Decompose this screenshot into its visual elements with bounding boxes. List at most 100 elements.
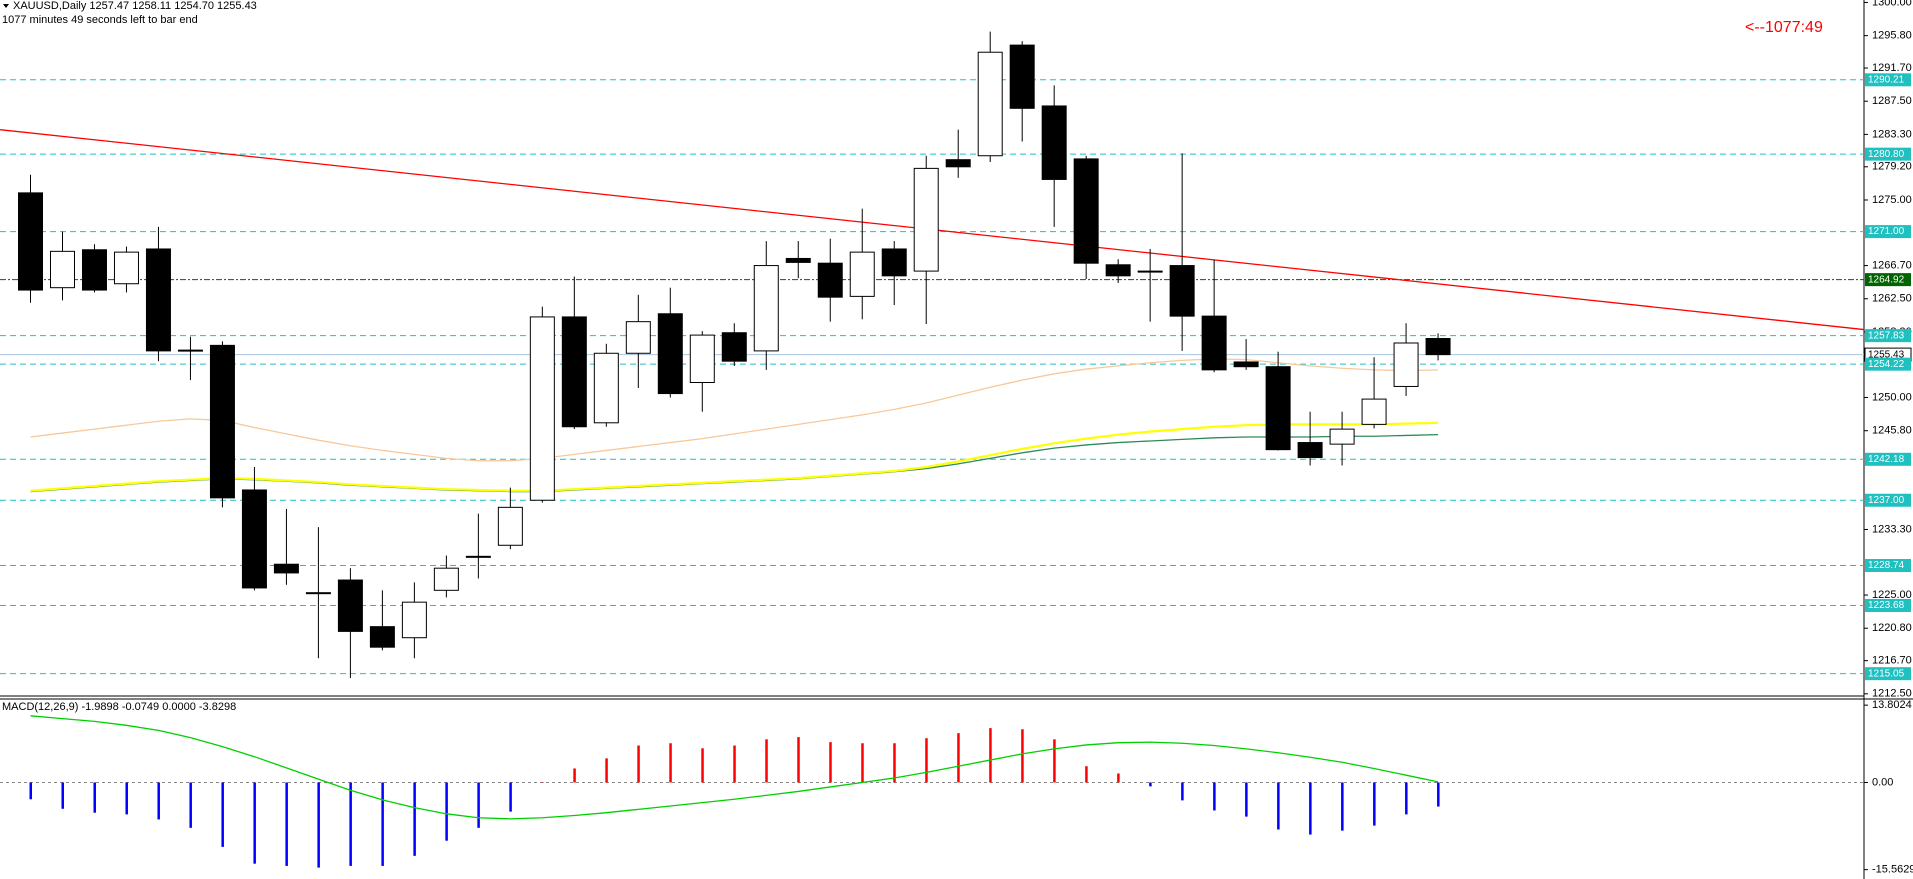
histogram-bar	[477, 782, 480, 828]
candle-body	[401, 601, 427, 639]
histogram-bar	[413, 782, 416, 856]
candle-body	[177, 349, 203, 352]
y-tick-label: 1266.70	[1872, 259, 1912, 271]
candle-body	[1265, 366, 1291, 451]
histogram-bar	[445, 782, 448, 841]
candle-body	[945, 159, 971, 168]
candle-body	[1297, 442, 1323, 459]
y-tick-label: 1295.80	[1872, 30, 1912, 42]
histogram-bar	[1277, 782, 1280, 830]
candle-body	[1233, 361, 1259, 368]
histogram-bar	[29, 782, 32, 800]
y-tick-label: 1245.80	[1872, 425, 1912, 437]
level-label-box	[1865, 73, 1911, 87]
candle-body	[913, 167, 939, 272]
level-label-box	[1865, 667, 1911, 681]
candle-body	[1201, 315, 1227, 371]
indicator-title: MACD(12,26,9) -1.9898 -0.0749 0.0000 -3.…	[2, 701, 236, 713]
histogram-bar	[253, 782, 256, 864]
candle-body	[721, 332, 747, 362]
histogram-bar	[1053, 739, 1056, 783]
histogram-bar	[93, 782, 96, 813]
candle-body	[241, 489, 267, 589]
level-label-box	[1865, 225, 1911, 239]
y-tick-label: 1300.00	[1872, 0, 1912, 8]
candle-body	[81, 249, 107, 291]
level-label: 1264.92	[1868, 274, 1905, 285]
level-label: 1215.05	[1868, 668, 1905, 679]
histogram-bar	[1021, 729, 1024, 783]
y-tick-label: 1291.70	[1872, 62, 1912, 74]
candle-body	[1361, 398, 1387, 425]
candle-body	[18, 192, 43, 291]
candle-body	[817, 262, 843, 298]
level-label-box	[1865, 598, 1911, 612]
candle-body	[465, 555, 491, 558]
countdown: <--1077:49	[1745, 19, 1823, 36]
candle-body	[625, 321, 651, 354]
y-tick-label: 1275.00	[1872, 194, 1912, 206]
level-label-box	[1865, 329, 1911, 343]
histogram-bar	[125, 782, 128, 815]
histogram-bar	[893, 743, 896, 783]
candle-body	[145, 248, 171, 352]
y-tick-label: 13.8024	[1872, 699, 1912, 711]
candle-body	[593, 352, 619, 424]
y-tick-label: -15.5629	[1872, 864, 1913, 876]
histogram-bar	[669, 743, 672, 783]
candle-body	[977, 51, 1003, 157]
histogram-bar	[1405, 782, 1408, 815]
menu-triangle	[3, 4, 9, 8]
histogram-bar	[1437, 782, 1440, 807]
histogram-bar	[541, 782, 544, 783]
candle-body	[497, 506, 523, 546]
histogram-bar	[285, 782, 288, 866]
histogram-bar	[349, 782, 352, 866]
histogram-bar	[1117, 773, 1120, 783]
histogram-bar	[797, 737, 800, 783]
histogram-bar	[957, 733, 960, 783]
y-tick-label: 1250.00	[1872, 391, 1912, 403]
level-label: 1255.43	[1868, 349, 1905, 360]
histogram-bar	[637, 745, 640, 783]
histogram-bar	[765, 739, 768, 783]
histogram-bar	[1309, 782, 1312, 835]
candle-body	[369, 626, 395, 648]
candle-body	[1393, 342, 1419, 387]
histogram-bar	[925, 738, 928, 783]
candle-body	[337, 579, 363, 632]
candle-body	[1169, 265, 1195, 317]
histogram-bar	[1149, 782, 1152, 787]
y-tick-label: 1233.30	[1872, 523, 1912, 535]
candle-body	[689, 334, 715, 384]
histogram-bar	[1245, 782, 1248, 817]
chart-title: XAUUSD,Daily 1257.47 1258.11 1254.70 125…	[13, 0, 257, 12]
candle-body	[657, 313, 683, 395]
candle-body	[1041, 105, 1067, 180]
histogram-bar	[605, 758, 608, 783]
histogram-bar	[509, 782, 512, 812]
histogram-bar	[1341, 782, 1344, 831]
moving-average	[30, 421, 1439, 492]
y-tick-label: 1216.70	[1872, 655, 1912, 667]
histogram-bar	[829, 742, 832, 783]
candle-body	[561, 316, 587, 428]
level-label-box	[1865, 273, 1911, 287]
candle-body	[785, 257, 811, 263]
y-tick-label: 1212.50	[1872, 688, 1912, 700]
level-label: 1237.00	[1868, 495, 1905, 506]
histogram-bar	[157, 782, 160, 820]
y-tick-label: 1225.00	[1872, 589, 1912, 601]
y-tick-label: 1262.50	[1872, 293, 1912, 305]
y-tick-label: 1220.80	[1872, 622, 1912, 634]
level-label: 1254.22	[1868, 359, 1905, 370]
level-label: 1290.21	[1868, 74, 1905, 85]
histogram-bar	[189, 782, 192, 828]
candle-body	[113, 251, 139, 285]
candle-body	[1073, 158, 1099, 264]
candle-body	[1009, 44, 1035, 109]
candle-body	[209, 344, 235, 499]
